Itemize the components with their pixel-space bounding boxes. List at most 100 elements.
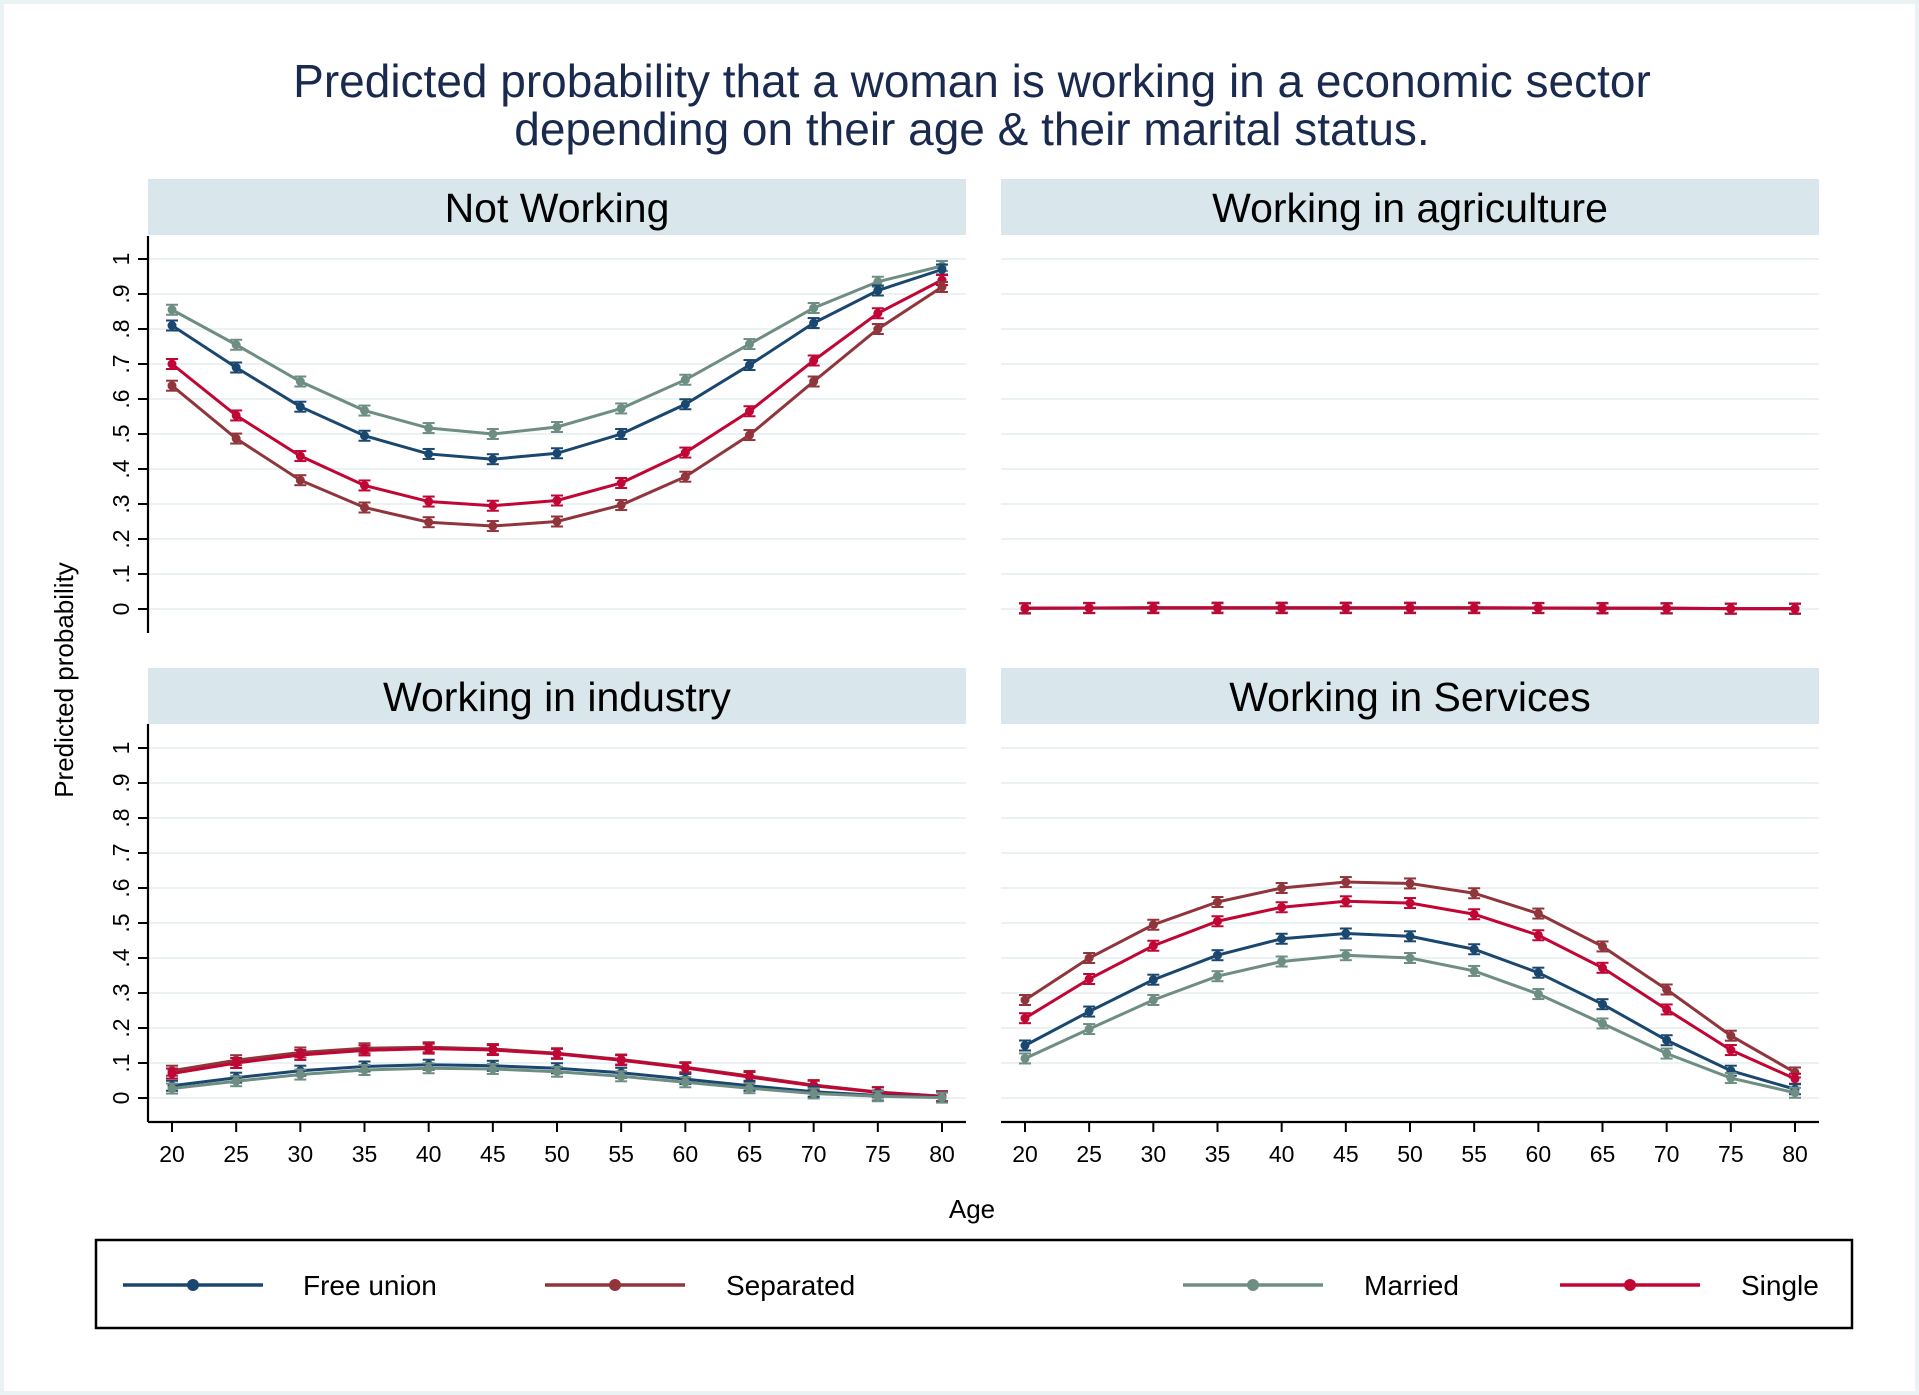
data-point (231, 1076, 241, 1086)
x-tick-label: 55 (1461, 1141, 1487, 1167)
x-tick-label: 80 (1782, 1141, 1808, 1167)
data-point (231, 434, 241, 444)
data-point (488, 521, 498, 531)
data-point (295, 451, 305, 461)
series-line (171, 285, 943, 528)
x-tick-label: 60 (1526, 1141, 1552, 1167)
panel-3: Working in industry 0 .1 .2 .3 .4 .5 .6 .7 .8 .9 1 2… (108, 668, 966, 1167)
data-point (809, 318, 819, 328)
data-point (360, 1065, 369, 1075)
x-tick-label: 80 (929, 1141, 955, 1167)
data-point (1084, 603, 1094, 613)
legend-item-free-union: Free union (123, 1270, 437, 1301)
data-point (1277, 902, 1287, 912)
data-point (1790, 1088, 1800, 1098)
data-point (1598, 941, 1607, 951)
data-point (424, 423, 434, 433)
x-tick-label: 50 (544, 1141, 570, 1167)
data-point (1533, 909, 1543, 919)
data-point (231, 363, 241, 372)
y-tick-label: .5 (108, 913, 134, 932)
data-point (360, 406, 369, 416)
data-point (295, 475, 305, 485)
data-point (680, 448, 690, 458)
data-point (424, 497, 434, 507)
y-tick-label: .1 (108, 564, 134, 583)
y-tick-label: .3 (108, 983, 134, 1002)
data-point (1277, 883, 1287, 893)
data-point (745, 430, 754, 440)
data-point (167, 321, 177, 330)
data-point (937, 265, 947, 274)
data-point (1726, 1045, 1736, 1055)
data-point (873, 308, 883, 318)
series-line (1024, 953, 1796, 1095)
x-tick-label: 35 (1205, 1141, 1231, 1167)
data-point (167, 359, 177, 369)
series-free-union (166, 263, 948, 466)
x-tick-label: 70 (801, 1141, 827, 1167)
data-point (360, 480, 369, 490)
series-single (1019, 601, 1801, 615)
data-point (616, 500, 626, 510)
y-tick-label: 1 (108, 742, 134, 755)
data-point (488, 1064, 498, 1074)
data-point (1598, 963, 1607, 973)
x-tick-label: 45 (1333, 1141, 1359, 1167)
data-point (745, 360, 754, 370)
data-point (1726, 1031, 1736, 1041)
data-point (1469, 603, 1479, 613)
data-point (1405, 898, 1415, 908)
data-point (424, 449, 434, 459)
data-point (1341, 877, 1351, 887)
data-point (1662, 985, 1672, 994)
data-point (552, 496, 562, 505)
data-point (231, 1058, 241, 1068)
series-line (1024, 899, 1796, 1081)
x-tick-label: 20 (1012, 1141, 1038, 1167)
data-point (552, 517, 562, 526)
data-point (1726, 604, 1736, 614)
data-point (1213, 950, 1222, 960)
data-point (745, 339, 754, 349)
x-tick-label: 20 (159, 1141, 185, 1167)
data-point (1148, 920, 1158, 930)
legend-marker (1624, 1279, 1636, 1291)
x-tick-label: 65 (737, 1141, 763, 1167)
x-tick-label: 25 (1076, 1141, 1102, 1167)
data-point (1084, 1024, 1094, 1034)
y-tick-label: .2 (108, 1018, 134, 1037)
legend-marker (609, 1279, 621, 1291)
data-point (1662, 1049, 1672, 1059)
data-point (937, 1093, 947, 1103)
data-point (167, 305, 177, 315)
data-point (295, 402, 305, 412)
data-point (809, 377, 819, 386)
data-point (1084, 974, 1094, 984)
data-point (809, 303, 819, 313)
data-point (1598, 603, 1607, 613)
panel-title: Not Working (445, 185, 670, 231)
data-point (1469, 944, 1479, 954)
y-tick-label: .8 (108, 319, 134, 338)
panel-2: Working in agriculture (1001, 179, 1819, 615)
data-point (552, 422, 562, 432)
data-point (1726, 1073, 1736, 1083)
data-point (1020, 1041, 1030, 1050)
data-point (552, 1067, 562, 1077)
data-point (167, 1069, 177, 1078)
data-point (552, 448, 562, 458)
panel-strip (148, 668, 966, 724)
data-point (295, 377, 305, 386)
legend-item-married: Married (1183, 1270, 1459, 1301)
data-point (1084, 953, 1094, 963)
data-point (616, 478, 626, 488)
data-point (231, 410, 241, 420)
y-tick-label: .9 (108, 773, 134, 792)
data-point (424, 517, 434, 527)
x-tick-label: 70 (1654, 1141, 1680, 1167)
data-point (1469, 966, 1479, 976)
chart-title-line-1: Predicted probability that a woman is wo… (293, 55, 1651, 107)
data-point (424, 1044, 434, 1054)
